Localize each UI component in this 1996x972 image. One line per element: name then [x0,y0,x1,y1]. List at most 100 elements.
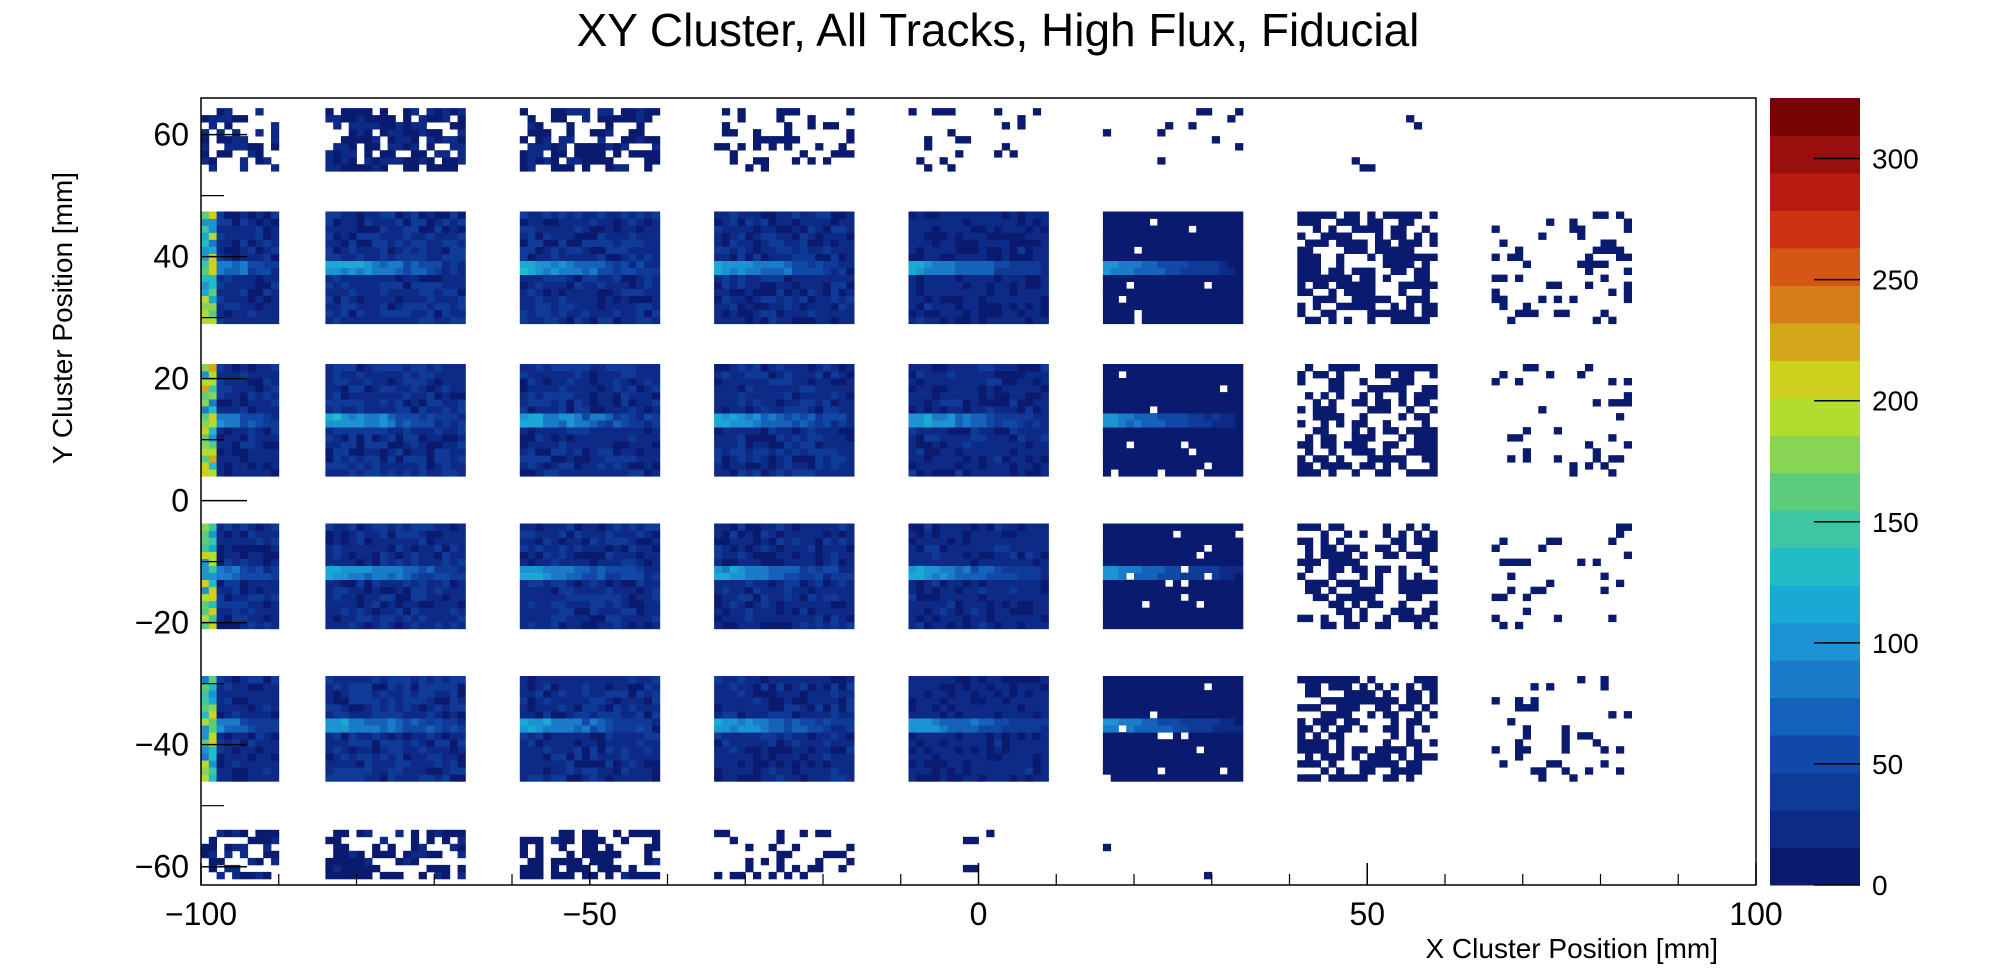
heatmap-bin [745,295,754,304]
heatmap-bin [1429,392,1438,400]
heatmap-bin [333,579,342,588]
heatmap-bin [1336,239,1345,247]
heatmap-bin [1188,232,1197,240]
heatmap-bin [216,406,225,414]
heatmap-bin [340,621,350,630]
heatmap-bin [1312,274,1321,282]
heatmap-bin [1227,295,1236,304]
heatmap-bin [1157,392,1166,400]
heatmap-bin [216,309,225,318]
heatmap-bin [364,157,373,165]
heatmap-bin [605,551,614,559]
heatmap-bin [838,614,847,623]
heatmap-bin [620,267,630,275]
heatmap-bin [449,462,458,470]
heatmap-bin [1134,427,1143,435]
heatmap-bin [1515,378,1524,386]
heatmap-bin [558,462,567,470]
heatmap-bin [745,302,754,311]
heatmap-bin [605,593,614,602]
heatmap-bin [644,232,653,240]
heatmap-bin [543,558,552,566]
heatmap-bin [760,385,769,393]
heatmap-bin [714,600,723,609]
heatmap-bin [325,530,334,538]
heatmap-bin [962,253,972,261]
heatmap-bin [799,364,808,372]
heatmap-bin [644,530,653,538]
heatmap-bin [1328,232,1337,240]
heatmap-bin [442,274,451,282]
heatmap-bin [1009,378,1018,386]
heatmap-bin [201,434,210,442]
heatmap-bin [1001,122,1010,130]
heatmap-bin [271,316,280,325]
heatmap-bin [566,399,575,407]
heatmap-bin [753,399,762,407]
heatmap-bin [1188,302,1197,311]
heatmap-bin [931,392,940,400]
heatmap-bin [636,260,645,268]
heatmap-bin [807,579,816,588]
heatmap-bin [1390,385,1399,393]
heatmap-bin [1165,302,1174,311]
heatmap-bin [403,600,412,609]
heatmap-bin [815,211,824,219]
heatmap-bin [1040,413,1049,421]
heatmap-bin [620,392,630,400]
heatmap-bin [652,246,661,254]
heatmap-bin [340,288,350,296]
heatmap-bin [566,413,575,421]
heatmap-bin [745,565,754,573]
heatmap-bin [799,558,808,566]
heatmap-bin [348,621,357,630]
heatmap-bin [271,455,280,463]
heatmap-bin [255,579,264,588]
heatmap-bin [356,551,365,559]
heatmap-bin [939,420,948,428]
heatmap-bin [791,579,801,588]
heatmap-bin [379,122,388,130]
heatmap-bin [566,579,575,588]
heatmap-bin [807,565,816,573]
heatmap-bin [247,267,256,275]
heatmap-bin [201,544,210,552]
heatmap-bin [931,309,940,318]
heatmap-bin [1616,246,1625,254]
heatmap-bin [1336,218,1345,226]
heatmap-bin [823,253,832,261]
heatmap-bin [216,593,225,602]
heatmap-bin [815,420,824,428]
heatmap-bin [255,364,264,372]
heatmap-bin [597,108,606,116]
heatmap-bin [1204,364,1213,372]
heatmap-bin [1102,420,1112,428]
heatmap-bin [597,364,606,372]
heatmap-bin [628,392,637,400]
heatmap-bin [208,385,217,393]
heatmap-bin [426,537,435,545]
heatmap-bin [201,586,210,595]
heatmap-bin [1126,218,1135,226]
heatmap-bin [1343,288,1353,296]
heatmap-bin [1375,218,1384,226]
heatmap-bin [714,316,723,325]
heatmap-bin [636,211,645,219]
heatmap-bin [566,253,575,261]
heatmap-bin [784,427,793,435]
heatmap-bin [597,448,606,456]
heatmap-bin [1305,239,1314,247]
heatmap-bin [239,239,249,247]
heatmap-bin [1336,274,1345,282]
heatmap-bin [426,427,435,435]
heatmap-bin [340,462,350,470]
heatmap-bin [628,295,637,304]
heatmap-bin [1297,246,1306,254]
heatmap-bin [815,455,824,463]
heatmap-bin [1235,225,1244,233]
heatmap-bin [1413,392,1423,400]
heatmap-bin [519,274,528,282]
heatmap-bin [247,253,256,261]
heatmap-bin [846,462,855,470]
